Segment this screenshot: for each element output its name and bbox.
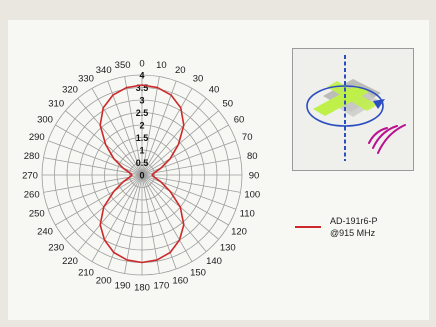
angle-tick-label: 140 <box>206 256 222 267</box>
angle-tick-label: 320 <box>62 85 78 96</box>
antenna-orientation-inset <box>292 48 414 171</box>
angle-tick-label: 160 <box>172 276 188 287</box>
grid-spoke <box>141 76 160 176</box>
grid-spoke <box>107 80 143 176</box>
grid-spoke <box>65 110 143 176</box>
angle-tick-label: 260 <box>24 190 40 201</box>
rotation-arrow-icon <box>373 99 385 109</box>
grid-spoke <box>141 88 193 176</box>
grid-spoke <box>141 174 207 252</box>
radial-tick-label: 3.5 <box>136 83 149 93</box>
angle-tick-label: 130 <box>220 242 236 253</box>
angle-tick-label: 330 <box>78 73 94 84</box>
radial-tick-label: 2 <box>139 120 144 130</box>
angle-tick-label: 70 <box>242 132 253 143</box>
series-line <box>99 84 185 264</box>
angle-tick-label: 30 <box>193 73 204 84</box>
angle-tick-label: 80 <box>247 151 258 162</box>
angle-tick-label: 240 <box>37 226 53 237</box>
angle-tick-label: 20 <box>175 65 186 76</box>
angle-tick-label: 0 <box>139 58 144 69</box>
grid-spoke <box>141 98 207 176</box>
angle-tick-label: 60 <box>234 114 245 125</box>
grid-spoke <box>55 124 143 176</box>
legend: AD-191r6-P @915 MHz <box>292 216 422 246</box>
angle-tick-label: 180 <box>134 282 150 293</box>
grid-spoke <box>141 174 237 210</box>
angle-tick-label: 50 <box>223 98 234 109</box>
grid-spoke <box>141 110 219 176</box>
grid-spoke <box>77 98 143 176</box>
angle-tick-label: 340 <box>96 65 112 76</box>
angle-tick-label: 170 <box>153 281 169 292</box>
grid-spoke <box>141 80 177 176</box>
grid-spoke <box>47 174 143 210</box>
grid-spoke <box>77 174 143 252</box>
radial-tick-label: 0.5 <box>136 158 149 168</box>
radial-tick-label: 3 <box>139 95 144 105</box>
legend-label-line1: AD-191r6-P <box>330 216 378 226</box>
angle-tick-label: 310 <box>48 98 64 109</box>
angle-tick-label: 100 <box>244 190 260 201</box>
angle-tick-label: 350 <box>115 60 131 71</box>
grid-spoke <box>141 174 160 274</box>
angle-tick-label: 110 <box>240 209 255 220</box>
radial-tick-label: 1.5 <box>136 133 149 143</box>
angle-tick-label: 290 <box>29 132 45 143</box>
radial-tick-label: 2.5 <box>136 108 149 118</box>
rotation-ellipse-icon <box>306 85 384 127</box>
angle-tick-label: 90 <box>249 170 260 181</box>
grid-spoke <box>124 76 143 176</box>
antenna-orientation-icon <box>306 55 406 161</box>
grid-spoke <box>91 174 143 262</box>
grid-spoke <box>91 88 143 176</box>
grid-spoke <box>141 140 237 176</box>
angle-tick-label: 230 <box>48 242 64 253</box>
legend-swatch <box>295 226 321 228</box>
angle-tick-label: 200 <box>96 276 112 287</box>
angle-tick-label: 300 <box>37 114 53 125</box>
grid-spoke <box>141 124 229 176</box>
grid-spoke <box>107 174 143 270</box>
grid-spoke <box>141 174 229 226</box>
polar-grid <box>41 74 243 276</box>
grid-spoke <box>141 157 241 176</box>
angle-tick-label: 120 <box>231 226 247 237</box>
tick-labels: 0 10 2030405060708090100110120130140150160… <box>22 58 260 293</box>
angle-tick-label: 250 <box>29 209 45 220</box>
grid-spoke <box>141 174 177 270</box>
series-layer <box>99 84 185 264</box>
angle-tick-label: 190 <box>115 281 131 292</box>
angle-tick-label: 270 <box>22 170 38 181</box>
angle-tick-label: 210 <box>78 267 94 278</box>
grid-spoke <box>124 174 143 274</box>
grid-spoke <box>47 140 143 176</box>
radial-tick-label: 0 <box>139 170 144 180</box>
angle-tick-label: 40 <box>209 85 220 96</box>
angle-tick-label: 220 <box>62 256 78 267</box>
angle-tick-label: 10 <box>156 60 167 71</box>
angle-tick-label: 150 <box>190 267 206 278</box>
grid-spoke <box>141 174 241 193</box>
radio-waves-icon <box>368 124 406 154</box>
angle-tick-label: 280 <box>24 151 40 162</box>
legend-label-line2: @915 MHz <box>330 228 376 238</box>
grid-spoke <box>43 157 143 176</box>
radial-tick-label: 1 <box>139 145 144 155</box>
grid-spoke <box>43 174 143 193</box>
grid-spoke <box>55 174 143 226</box>
grid-spoke <box>141 174 193 262</box>
radial-tick-label: 4 <box>139 70 144 80</box>
antenna-board-icon <box>313 81 377 116</box>
